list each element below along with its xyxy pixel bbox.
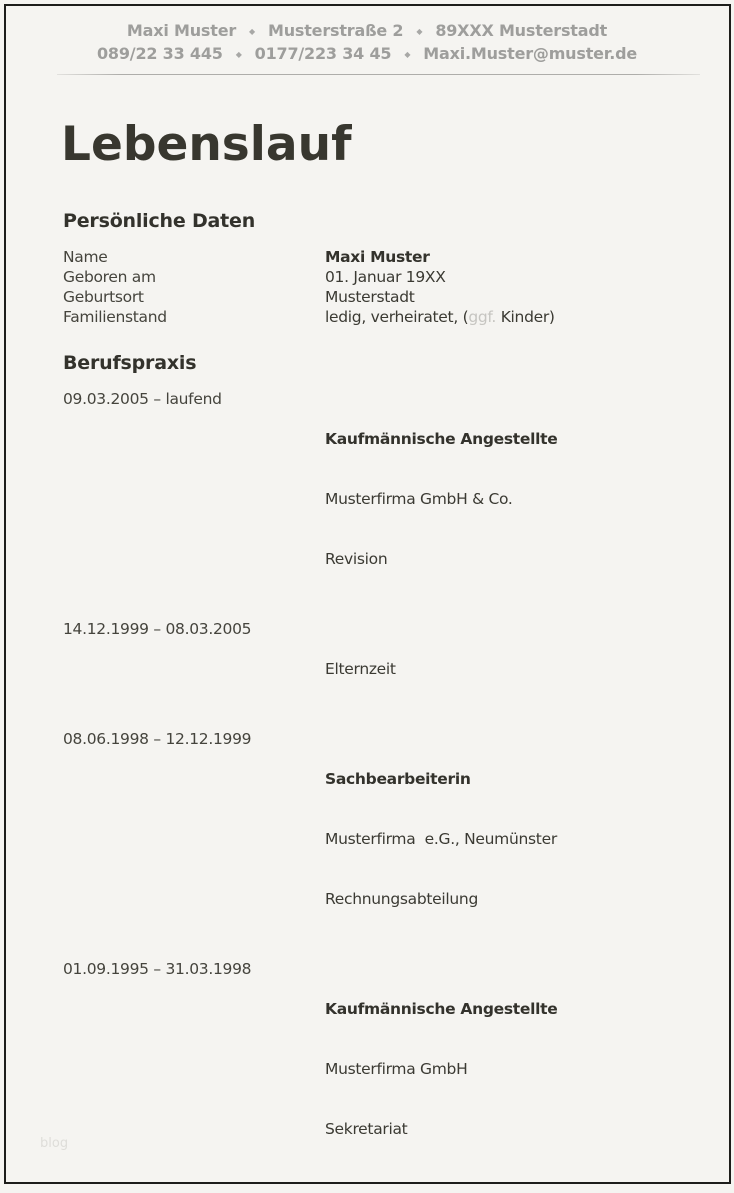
- section-personal-data: Persönliche Daten Name Maxi Muster Gebor…: [0, 210, 734, 327]
- diamond-separator-icon: ◆: [249, 27, 255, 36]
- entry-details: Elternzeit: [325, 619, 396, 719]
- row-value: 01. Januar 19XX: [325, 268, 446, 286]
- entry-period: 08.06.1998 – 12.12.1999: [63, 730, 252, 748]
- entry-details: Aufenthalt in England/London Au pair (Ki…: [325, 1189, 547, 1193]
- entry-job-title: Kaufmännische Angestellte: [325, 1000, 558, 1018]
- row-value: Musterstadt: [325, 288, 415, 306]
- experience-entries: 09.03.2005 – laufend Kaufmännische Anges…: [0, 389, 734, 1193]
- personal-row-marital-status: Familienstand ledig, verheiratet, (ggf. …: [63, 307, 714, 327]
- contact-header: Maxi Muster ◆ Musterstraße 2 ◆ 89XXX Musters…: [0, 0, 734, 75]
- row-value: ledig, verheiratet, (ggf. Kinder): [325, 307, 555, 327]
- entry-department: Rechnungsabteilung: [325, 890, 478, 908]
- diamond-separator-icon: ◆: [404, 50, 411, 59]
- entry-period: 01.09.1995 – 31.03.1998: [63, 960, 252, 978]
- experience-entry: 14.12.1999 – 08.03.2005 Elternzeit: [63, 619, 714, 719]
- section-experience: Berufspraxis 09.03.2005 – laufend Kaufmä…: [0, 352, 734, 1193]
- personal-row-birthdate: Geboren am 01. Januar 19XX: [63, 267, 714, 287]
- entry-period: 14.12.1999 – 08.03.2005: [63, 620, 252, 638]
- contact-street: Musterstraße 2: [268, 21, 404, 40]
- entry-job-title: Sachbearbeiterin: [325, 770, 471, 788]
- contact-mobile: 0177/223 34 45: [254, 44, 392, 63]
- personal-row-birthplace: Geburtsort Musterstadt: [63, 287, 714, 307]
- entry-details: Sachbearbeiterin Musterfirma e.G., Neumü…: [325, 729, 557, 949]
- entry-company: Musterfirma e.G., Neumünster: [325, 830, 557, 848]
- entry-department: Revision: [325, 550, 388, 568]
- entry-department: Sekretariat: [325, 1120, 408, 1138]
- row-label: Geboren am: [63, 268, 156, 286]
- entry-company: Musterfirma GmbH & Co.: [325, 490, 513, 508]
- experience-entry: 09.03.2005 – laufend Kaufmännische Anges…: [63, 389, 714, 609]
- experience-entry: 08.06.1998 – 12.12.1999 Sachbearbeiterin…: [63, 729, 714, 949]
- diamond-separator-icon: ◆: [416, 27, 423, 36]
- contact-line-1: Maxi Muster ◆ Musterstraße 2 ◆ 89XXX Musters…: [0, 20, 734, 43]
- diamond-separator-icon: ◆: [235, 50, 242, 59]
- contact-name: Maxi Muster: [126, 21, 237, 40]
- personal-rows: Name Maxi Muster Geboren am 01. Januar 1…: [0, 247, 734, 327]
- watermark: blog: [40, 1136, 69, 1151]
- entry-job-title: Kaufmännische Angestellte: [325, 430, 558, 448]
- entry-period: 09.03.2005 – laufend: [63, 390, 222, 408]
- entry-details: Kaufmännische Angestellte Musterfirma Gm…: [325, 389, 558, 609]
- entry-description: Elternzeit: [325, 660, 396, 678]
- row-value: Maxi Muster: [325, 248, 430, 266]
- value-muted-text: ggf.: [468, 308, 497, 326]
- value-text: Kinder): [496, 308, 555, 326]
- contact-city: 89XXX Musterstadt: [435, 21, 608, 40]
- row-label: Geburtsort: [63, 288, 144, 306]
- experience-entry: 01.09.1995 – 31.03.1998 Kaufmännische An…: [63, 959, 714, 1179]
- contact-line-2: 089/22 33 445 ◆ 0177/223 34 45 ◆ Maxi.Muster…: [0, 43, 734, 66]
- value-text: ledig, verheiratet, (: [325, 308, 469, 326]
- experience-entry: 1994 – 1995 Aufenthalt in England/London…: [63, 1189, 714, 1193]
- entry-company: Musterfirma GmbH: [325, 1060, 468, 1078]
- contact-phone: 089/22 33 445: [97, 44, 223, 63]
- personal-row-name: Name Maxi Muster: [63, 247, 714, 267]
- page-title: Lebenslauf: [61, 117, 352, 172]
- row-label: Familienstand: [63, 308, 167, 326]
- section-heading-experience: Berufspraxis: [63, 352, 197, 374]
- row-label: Name: [63, 248, 108, 266]
- contact-email: Maxi.Muster@muster.de: [423, 44, 637, 63]
- header-divider: [57, 74, 700, 75]
- entry-details: Kaufmännische Angestellte Musterfirma Gm…: [325, 959, 558, 1179]
- section-heading-personal: Persönliche Daten: [63, 210, 256, 232]
- entry-period: 1994 – 1995: [63, 1189, 325, 1193]
